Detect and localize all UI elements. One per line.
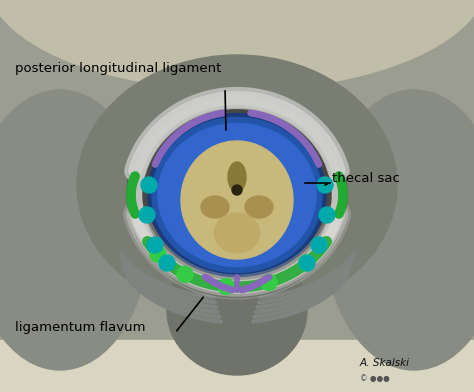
Ellipse shape (181, 141, 293, 259)
Ellipse shape (127, 93, 347, 298)
Circle shape (311, 237, 327, 253)
Circle shape (317, 177, 333, 193)
Circle shape (177, 267, 193, 282)
Circle shape (232, 185, 242, 195)
Ellipse shape (167, 245, 307, 375)
Circle shape (319, 207, 335, 223)
Ellipse shape (132, 98, 342, 292)
Ellipse shape (0, 0, 474, 90)
Text: thecal sac: thecal sac (332, 172, 400, 185)
Ellipse shape (158, 123, 316, 267)
Text: © ●●●: © ●●● (360, 374, 390, 383)
Text: ligamentum flavum: ligamentum flavum (15, 321, 146, 334)
Circle shape (139, 207, 155, 223)
Polygon shape (0, 340, 474, 392)
Ellipse shape (143, 109, 331, 281)
Circle shape (299, 255, 315, 271)
Ellipse shape (77, 55, 397, 315)
Circle shape (218, 278, 234, 294)
Ellipse shape (228, 162, 246, 192)
Circle shape (159, 255, 175, 271)
Ellipse shape (245, 196, 273, 218)
Text: A. Skalski: A. Skalski (360, 358, 410, 368)
Text: posterior longitudinal ligament: posterior longitudinal ligament (15, 62, 221, 74)
Circle shape (147, 237, 163, 253)
Ellipse shape (0, 90, 150, 370)
Ellipse shape (215, 213, 259, 253)
Ellipse shape (152, 118, 322, 272)
Circle shape (150, 246, 166, 262)
Ellipse shape (148, 114, 326, 276)
Circle shape (261, 274, 277, 290)
Ellipse shape (324, 90, 474, 370)
Ellipse shape (201, 196, 229, 218)
Circle shape (141, 177, 157, 193)
Circle shape (299, 255, 315, 271)
